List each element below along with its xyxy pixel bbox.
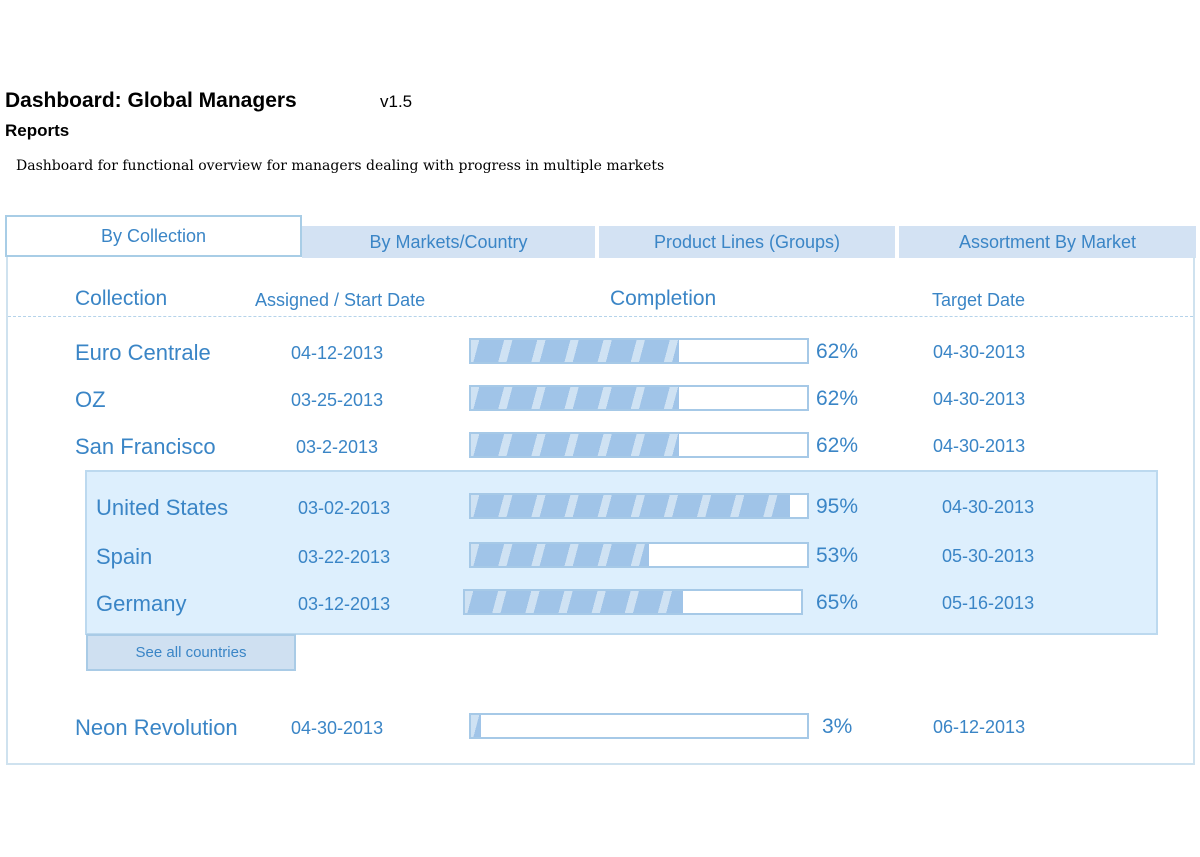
- see-all-countries-button[interactable]: See all countries: [86, 634, 296, 671]
- header-divider: [8, 316, 1193, 317]
- tab-label: Product Lines (Groups): [653, 231, 841, 252]
- progress-bar: [469, 338, 809, 364]
- tab-assortment-by-market[interactable]: Assortment By Market: [899, 226, 1196, 258]
- page-description: Dashboard for functional overview for ma…: [16, 158, 665, 174]
- progress-fill: [471, 434, 680, 456]
- version-label: v1.5: [380, 92, 413, 111]
- progress-fill: [471, 340, 680, 362]
- tab-product-lines[interactable]: Product Lines (Groups): [599, 226, 895, 258]
- collection-name[interactable]: Euro Centrale: [75, 340, 211, 365]
- column-header-completion[interactable]: Completion: [610, 287, 717, 310]
- start-date: 03-02-2013: [298, 498, 391, 518]
- country-name[interactable]: Germany: [96, 591, 187, 616]
- collection-panel: [6, 257, 1195, 765]
- completion-percent: 62%: [816, 387, 859, 410]
- tab-label: By Collection: [100, 225, 207, 246]
- collection-name[interactable]: OZ: [75, 387, 106, 412]
- start-date: 04-30-2013: [291, 718, 384, 738]
- progress-bar: [469, 713, 809, 739]
- progress-fill: [471, 544, 650, 566]
- completion-percent: 3%: [822, 715, 853, 738]
- progress-fill: [465, 591, 684, 613]
- completion-percent: 95%: [816, 495, 859, 518]
- target-date: 05-16-2013: [942, 593, 1035, 613]
- see-all-countries-label: See all countries: [135, 644, 247, 661]
- country-name[interactable]: United States: [96, 495, 229, 520]
- progress-fill: [471, 715, 482, 737]
- target-date: 06-12-2013: [933, 717, 1026, 737]
- completion-percent: 62%: [816, 434, 859, 457]
- progress-bar: [463, 589, 803, 615]
- start-date: 04-12-2013: [291, 343, 384, 363]
- completion-percent: 62%: [816, 340, 859, 363]
- target-date: 04-30-2013: [933, 342, 1026, 362]
- progress-bar: [469, 493, 809, 519]
- progress-fill: [471, 495, 791, 517]
- progress-bar: [469, 542, 809, 568]
- target-date: 04-30-2013: [933, 436, 1026, 456]
- column-header-target-date[interactable]: Target Date: [932, 290, 1026, 310]
- progress-bar: [469, 432, 809, 458]
- start-date: 03-2-2013: [296, 437, 379, 457]
- progress-fill: [471, 387, 680, 409]
- start-date: 03-25-2013: [291, 390, 384, 410]
- start-date: 03-22-2013: [298, 547, 391, 567]
- tab-label: Assortment By Market: [958, 231, 1137, 252]
- collection-name[interactable]: San Francisco: [75, 434, 216, 459]
- country-name[interactable]: Spain: [96, 544, 153, 569]
- column-header-start-date[interactable]: Assigned / Start Date: [255, 290, 426, 310]
- column-header-collection[interactable]: Collection: [75, 287, 168, 310]
- tab-by-collection[interactable]: By Collection: [5, 215, 302, 257]
- completion-percent: 65%: [816, 591, 859, 614]
- target-date: 04-30-2013: [933, 389, 1026, 409]
- progress-bar: [469, 385, 809, 411]
- tab-by-markets-country[interactable]: By Markets/Country: [302, 226, 595, 258]
- target-date: 04-30-2013: [942, 497, 1035, 517]
- completion-percent: 53%: [816, 544, 859, 567]
- section-subtitle: Reports: [5, 121, 70, 140]
- tab-label: By Markets/Country: [369, 231, 528, 252]
- target-date: 05-30-2013: [942, 546, 1035, 566]
- collection-name[interactable]: Neon Revolution: [75, 715, 238, 740]
- page-title: Dashboard: Global Managers: [5, 89, 297, 112]
- start-date: 03-12-2013: [298, 594, 391, 614]
